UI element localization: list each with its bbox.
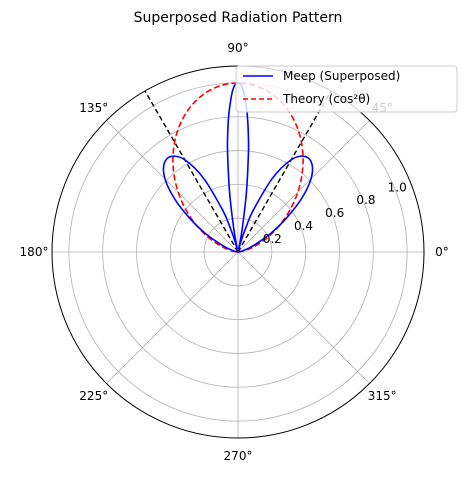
angle-gridline: [106, 251, 239, 384]
radius-gridline: [169, 183, 307, 321]
angle-tick-label: 225°: [79, 389, 108, 403]
radius-gridline: [203, 217, 273, 287]
angle-tick-label: 0°: [435, 245, 449, 259]
angle-tick-label: 180°: [20, 245, 49, 259]
angle-tick-label: 315°: [368, 389, 397, 403]
reference-line-120: [144, 90, 239, 253]
angle-gridline: [106, 120, 239, 253]
polar-grid: [51, 65, 425, 439]
radius-tick-label: 0.8: [356, 193, 375, 207]
legend-label-meep: Meep (Superposed): [283, 69, 400, 83]
angle-gridline: [237, 251, 370, 384]
angle-tick-label: 90°: [227, 41, 248, 55]
radius-tick-label: 0.6: [325, 206, 344, 220]
angle-gridline: [237, 120, 370, 253]
radius-tick-label: 1.0: [388, 180, 407, 194]
legend-box: [235, 65, 458, 113]
radius-tick-label: 0.2: [263, 232, 282, 246]
angle-tick-label: 135°: [79, 101, 108, 115]
chart-title: Superposed Radiation Pattern: [134, 10, 343, 26]
angle-tick-label: 270°: [224, 449, 253, 463]
reference-line-60: [237, 90, 332, 253]
legend-label-theory: Theory (cos²θ): [282, 92, 370, 106]
radial-tick-labels: 0.2 0.4 0.6 0.8 1.0: [263, 180, 407, 246]
radius-gridline: [136, 150, 340, 354]
radius-tick-label: 0.4: [294, 219, 313, 233]
legend: Meep (Superposed) Theory (cos²θ): [235, 65, 458, 113]
radius-gridline: [102, 116, 374, 388]
